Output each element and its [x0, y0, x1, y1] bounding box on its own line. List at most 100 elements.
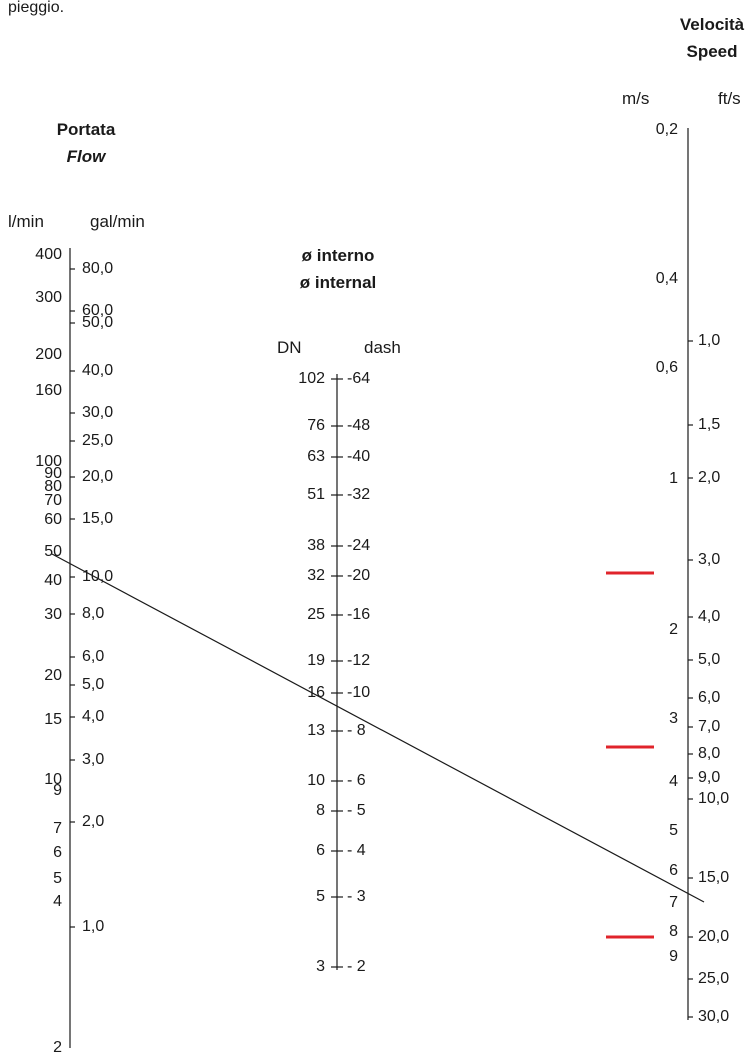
reading-line: [51, 553, 705, 903]
ticks-layer: 4003002001601009080706050403020151097654…: [35, 121, 729, 1052]
diameter-left-tick-label: 38: [307, 537, 325, 554]
speed-left-tick-label: 7: [669, 894, 678, 911]
speed-left-tick-label: 0,4: [656, 270, 678, 287]
speed-right-tick-label: 3,0: [698, 551, 720, 568]
flow-left-tick-label: 10: [44, 771, 62, 788]
flow-right-tick-label: 80,0: [82, 260, 113, 277]
diameter-left-tick-label: 76: [307, 417, 325, 434]
diameter-left-tick-label: 5: [316, 888, 325, 905]
flow-left-tick-label: 7: [53, 820, 62, 837]
speed-right-tick-label: 10,0: [698, 790, 729, 807]
speed-left-tick-label: 8: [669, 923, 678, 940]
flow-right-tick-label: 3,0: [82, 751, 104, 768]
flow-right-tick-label: 5,0: [82, 676, 104, 693]
flow-left-tick-label: 70: [44, 492, 62, 509]
diameter-left-tick-label: 10: [307, 772, 325, 789]
flow-right-tick-label: 10,0: [82, 568, 113, 585]
diameter-right-tick-label: - 4: [347, 842, 366, 859]
speed-right-tick-label: 7,0: [698, 718, 720, 735]
speed-right-tick-label: 2,0: [698, 469, 720, 486]
flow-left-tick-label: 200: [35, 346, 62, 363]
diameter-left-tick-label: 13: [307, 722, 325, 739]
speed-subtitle: Speed: [686, 42, 737, 61]
speed-unit-right: ft/s: [718, 89, 741, 108]
diameter-right-tick-label: - 5: [347, 802, 366, 819]
flow-left-tick-label: 50: [44, 543, 62, 560]
speed-right-tick-label: 25,0: [698, 970, 729, 987]
flow-right-tick-label: 8,0: [82, 605, 104, 622]
speed-left-tick-label: 2: [669, 621, 678, 638]
flow-right-tick-label: 20,0: [82, 468, 113, 485]
diameter-left-tick-label: 3: [316, 958, 325, 975]
diameter-right-tick-label: - 3: [347, 888, 366, 905]
speed-left-tick-label: 3: [669, 710, 678, 727]
speed-left-tick-label: 5: [669, 822, 678, 839]
speed-right-tick-label: 9,0: [698, 769, 720, 786]
diameter-left-tick-label: 63: [307, 448, 325, 465]
flow-right-tick-label: 50,0: [82, 314, 113, 331]
flow-right-tick-label: 60,0: [82, 302, 113, 319]
diameter-right-tick-label: -64: [347, 370, 370, 387]
flow-right-tick-label: 2,0: [82, 813, 104, 830]
diameter-right-tick-label: - 6: [347, 772, 366, 789]
flow-left-tick-label: 20: [44, 667, 62, 684]
speed-right-tick-label: 8,0: [698, 745, 720, 762]
flow-left-tick-label: 400: [35, 246, 62, 263]
diameter-right-tick-label: -32: [347, 486, 370, 503]
speed-unit-left: m/s: [622, 89, 649, 108]
flow-left-tick-label: 160: [35, 382, 62, 399]
flow-left-tick-label: 30: [44, 606, 62, 623]
speed-left-tick-label: 6: [669, 862, 678, 879]
diameter-right-tick-label: -40: [347, 448, 370, 465]
speed-left-tick-label: 9: [669, 948, 678, 965]
top-text-fragment: pieggio.: [8, 0, 64, 16]
flow-left-tick-label: 60: [44, 511, 62, 528]
diameter-right-tick-label: -48: [347, 417, 370, 434]
flow-right-tick-label: 15,0: [82, 510, 113, 527]
flow-left-tick-label: 6: [53, 844, 62, 861]
flow-left-tick-label: 80: [44, 478, 62, 495]
diameter-left-tick-label: 102: [298, 370, 325, 387]
speed-left-tick-label: 0,2: [656, 121, 678, 138]
flow-left-tick-label: 9: [53, 782, 62, 799]
flow-subtitle: Flow: [67, 147, 107, 166]
flow-title: Portata: [57, 120, 116, 139]
speed-left-tick-label: 1: [669, 470, 678, 487]
diameter-right-tick-label: -10: [347, 684, 370, 701]
diameter-left-tick-label: 25: [307, 606, 325, 623]
diameter-left-tick-label: 16: [307, 684, 325, 701]
diameter-left-tick-label: 32: [307, 567, 325, 584]
diameter-left-tick-label: 6: [316, 842, 325, 859]
speed-right-tick-label: 4,0: [698, 608, 720, 625]
speed-left-tick-label: 4: [669, 773, 678, 790]
diameter-right-tick-label: - 2: [347, 958, 366, 975]
diameter-title: ø interno: [302, 246, 375, 265]
diameter-left-tick-label: 8: [316, 802, 325, 819]
diameter-right-tick-label: -20: [347, 567, 370, 584]
flow-right-tick-label: 30,0: [82, 404, 113, 421]
flow-left-tick-label: 300: [35, 289, 62, 306]
diameter-right-tick-label: -12: [347, 652, 370, 669]
flow-right-tick-label: 6,0: [82, 648, 104, 665]
flow-right-tick-label: 40,0: [82, 362, 113, 379]
flow-unit-left: l/min: [8, 212, 44, 231]
diameter-left-tick-label: 51: [307, 486, 325, 503]
diameter-right-tick-label: - 8: [347, 722, 366, 739]
flow-left-tick-label: 5: [53, 870, 62, 887]
flow-right-tick-label: 25,0: [82, 432, 113, 449]
diameter-right-tick-label: -24: [347, 537, 370, 554]
flow-right-tick-label: 1,0: [82, 918, 104, 935]
diameter-right-tick-label: -16: [347, 606, 370, 623]
flow-left-tick-label: 15: [44, 711, 62, 728]
flow-left-tick-label: 90: [44, 465, 62, 482]
speed-title: Velocità: [680, 15, 745, 34]
flow-left-tick-label: 2: [53, 1039, 62, 1052]
flow-right-tick-label: 4,0: [82, 708, 104, 725]
diameter-unit-right: dash: [364, 338, 401, 357]
speed-right-tick-label: 5,0: [698, 651, 720, 668]
speed-right-tick-label: 1,0: [698, 332, 720, 349]
flow-unit-right: gal/min: [90, 212, 145, 231]
flow-left-tick-label: 40: [44, 572, 62, 589]
speed-right-tick-label: 6,0: [698, 689, 720, 706]
diameter-subtitle: ø internal: [300, 273, 377, 292]
